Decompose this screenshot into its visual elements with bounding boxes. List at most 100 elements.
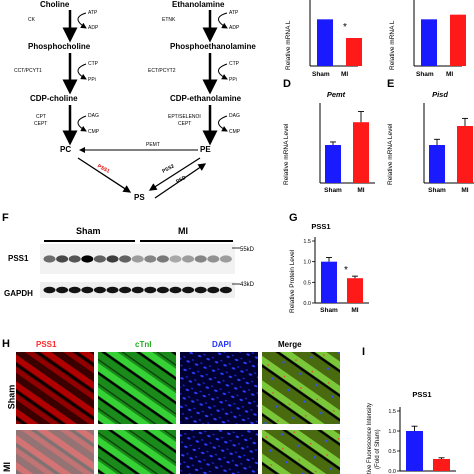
blot-gapdh-band-2 [68,286,81,294]
phosphoethanolamine-label: Phosphoethanolamine [170,42,256,51]
top-left-bar-1 [346,38,362,66]
chart-g-cat-0: Sham [320,307,338,314]
blot-gapdh-band-7 [131,286,144,294]
chart-d-bar-0 [325,145,341,183]
blot-row-pss1: PSS1 [8,254,29,263]
blot-row-gapdh: GAPDH [4,289,33,298]
blot-pss1-band-8 [144,255,157,263]
top-left-cat-mi: MI [341,71,348,78]
chart-g-ytick-label: 0.5 [303,280,311,286]
blot-gapdh-band-5 [106,286,119,294]
chart-g-bar-0 [321,261,337,303]
ps-label: PS [134,193,145,202]
chart-i-ylabel2: (Fold of Sham) [375,429,381,469]
top-right-ylabel: Relative mRNA L [389,20,396,70]
chart-g-title: PSS1 [311,222,330,231]
chart-g-cat-1: MI [351,307,358,314]
cdp-choline-label: CDP-choline [30,94,78,103]
cofactor-cmp-right: CMP [229,129,241,135]
top-right-bar-1 [450,14,466,66]
chart-g: PSS1 Relative Protein Level * 0.0 0.5 1.0 1… [289,222,369,314]
panel-label-i: I [362,346,366,358]
enzyme-cept-right: CEPT [178,121,192,127]
blot-size-55: 55kD [240,247,255,253]
chart-i-ytick-label: 0.0 [388,469,396,474]
micro-sham-merge [262,352,340,424]
blot-mi-bar [140,240,233,242]
enzyme-cept-left: CEPT [34,121,48,127]
blot-pss1-band-5 [106,255,119,263]
top-left-star: * [343,22,347,33]
blot-pss1-band-14 [219,255,232,263]
chart-i-bar-0 [406,431,423,471]
chart-d-title: Pemt [327,90,346,99]
blot-pss1-band-11 [182,255,195,263]
blot-gapdh-band-11 [182,286,195,294]
blot-pss1-band-9 [156,255,169,263]
chart-d-bar-1 [353,122,369,183]
blot-gapdh-band-9 [156,286,169,294]
top-right-cat-sham: Sham [416,71,434,78]
panel-label-f: F [2,212,9,224]
enzyme-ept: EPT/SELENOI [168,114,201,120]
micro-mi-ctni [98,430,176,474]
micro-col-dapi: DAPI [212,340,232,349]
pc-label: PC [60,145,72,154]
chart-e-cat-1: MI [461,187,468,194]
enzyme-cpt: CPT [36,114,46,120]
cofactor-ctp-right: CTP [229,61,239,67]
blot-gapdh-band-14 [219,286,232,294]
cofactor-ctp-left: CTP [88,61,98,67]
chart-e-bar-0 [429,145,445,183]
chart-d-ylabel: Relative mRNA Level [283,123,290,185]
ethanolamine-label: Ethanolamine [172,0,225,9]
cofactor-cmp-left: CMP [88,129,100,135]
blot-gapdh-band-3 [81,286,94,294]
micro-col-pss1: PSS1 [36,340,57,349]
panel-label-e: E [387,78,395,90]
cofactor-ppi-left: PPi [88,77,96,83]
blot-group-sham: Sham [76,226,101,236]
chart-g-ytick-label: 0.0 [303,301,311,307]
micro-col-ctni: cTnI [135,340,152,349]
micro-sham-pss1 [16,352,94,424]
chart-d: Pemt Relative mRNA Level Sham MI [283,90,375,194]
chart-g-bar-1 [347,278,363,303]
blot-group-mi: MI [178,226,188,236]
top-charts: Relative mRNA L * Sham MI Relative mRNA … [285,0,466,78]
chart-g-ylabel: Relative Protein Level [289,249,296,313]
blot-pss1-band-3 [81,255,94,263]
chart-e-ylabel: Relative mRNA Level [387,123,394,185]
chart-g-ytick-label: 1.0 [303,260,311,266]
chart-d-cat-0: Sham [324,187,342,194]
blot-pss1-band-6 [119,255,132,263]
micro-mi-pss1 [16,430,94,474]
enzyme-etnk: ETNK [162,17,176,23]
chart-g-star: * [344,265,348,276]
blot-gapdh-band-10 [169,286,182,294]
cofactor-dag-left: DAG [88,113,99,119]
chart-e-bar-1 [457,126,473,183]
blot-gapdh-band-4 [93,286,106,294]
micro-row-sham: Sham [6,384,17,410]
chart-e: Pisd Relative mRNA Level Sham MI [387,90,474,194]
cdp-ethanolamine-label: CDP-ethanolamine [170,94,242,103]
blot-pss1-band-10 [169,255,182,263]
top-left-cat-sham: Sham [312,71,330,78]
top-left-bar-0 [317,19,333,66]
blot-gapdh-band-13 [207,286,220,294]
chart-e-cat-0: Sham [428,187,446,194]
blot-size-43: 43kD [240,282,255,288]
blot-pss1-band-1 [56,255,69,263]
chart-i: PSS1 tive Fluorescence Intensity (Fold o… [367,390,456,474]
panel-label-g: G [289,212,298,224]
blot-pss1-band-2 [68,255,81,263]
phosphocholine-label: Phosphocholine [28,42,91,51]
panel-label-h: H [2,338,10,350]
chart-i-bar-1 [433,459,450,471]
cofactor-atp-left: ATP [88,10,98,16]
chart-i-title: PSS1 [412,390,431,399]
enzyme-cct: CCT/PCYT1 [14,68,42,74]
blot-pss1-band-13 [207,255,220,263]
top-left-ylabel: Relative mRNA L [285,20,292,70]
